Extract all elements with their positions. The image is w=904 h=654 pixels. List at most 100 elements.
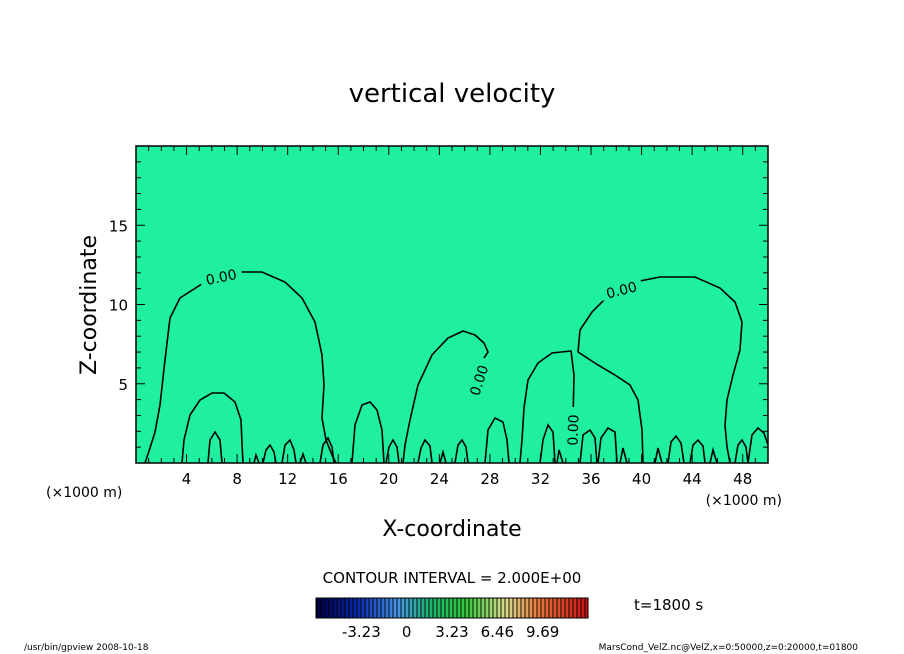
- colorbar-tick-label: 0: [402, 623, 412, 641]
- colorbar-stripe: [384, 598, 387, 618]
- colorbar-stripe: [342, 598, 345, 618]
- colorbar-stripe: [452, 598, 455, 618]
- colorbar-stripe: [474, 598, 477, 618]
- x-axis-unit: (×1000 m): [706, 493, 782, 509]
- footer-left: /usr/bin/gpview 2008-10-18: [24, 643, 149, 653]
- colorbar-stripe: [572, 598, 575, 618]
- colorbar-stripe: [450, 598, 453, 618]
- colorbar-stripe: [486, 598, 489, 618]
- chart-title: vertical velocity: [349, 79, 556, 109]
- colorbar-stripe: [554, 598, 557, 618]
- x-tick-label: 24: [430, 470, 449, 488]
- x-tick-label: 20: [379, 470, 398, 488]
- colorbar-tick-label: 6.46: [481, 623, 514, 641]
- colorbar-stripe: [412, 598, 415, 618]
- colorbar-stripe: [560, 598, 563, 618]
- colorbar-stripe: [388, 598, 391, 618]
- colorbar-stripe: [414, 598, 417, 618]
- colorbar-stripe: [484, 598, 487, 618]
- colorbar-stripe: [350, 598, 353, 618]
- x-tick-label: 36: [581, 470, 600, 488]
- contour-right-inner: [519, 350, 575, 463]
- colorbar-stripe: [466, 598, 469, 618]
- colorbar-stripe: [576, 598, 579, 618]
- colorbar-stripe: [564, 598, 567, 618]
- colorbar-stripe: [378, 598, 381, 618]
- colorbar-stripe: [360, 598, 363, 618]
- colorbar-stripe: [324, 598, 327, 618]
- colorbar-stripe: [340, 598, 343, 618]
- colorbar-stripe: [408, 598, 411, 618]
- colorbar-stripe: [446, 598, 449, 618]
- colorbar-stripe: [434, 598, 437, 618]
- contour-mid-dome: [402, 330, 489, 463]
- colorbar-stripe: [448, 598, 451, 618]
- colorbar-stripe: [364, 598, 367, 618]
- colorbar-stripe: [442, 598, 445, 618]
- colorbar-stripe: [558, 598, 561, 618]
- colorbar-stripe: [478, 598, 481, 618]
- colorbar-stripe: [404, 598, 407, 618]
- colorbar-stripe: [570, 598, 573, 618]
- colorbar-stripe: [526, 598, 529, 618]
- x-axis-title: X-coordinate: [382, 517, 521, 542]
- colorbar-stripe: [322, 598, 325, 618]
- colorbar-stripe: [540, 598, 543, 618]
- colorbar-stripe: [468, 598, 471, 618]
- colorbar-stripe: [438, 598, 441, 618]
- colorbar-stripe: [370, 598, 373, 618]
- colorbar-ticks: -3.23 0 3.23 6.46 9.69: [342, 623, 559, 641]
- colorbar-stripe: [480, 598, 483, 618]
- colorbar-stripe: [430, 598, 433, 618]
- colorbar-stripe: [584, 598, 587, 618]
- y-axis-title: Z-coordinate: [77, 235, 102, 375]
- contour-interval: CONTOUR INTERVAL = 2.000E+00: [323, 569, 582, 587]
- colorbar-stripe: [548, 598, 551, 618]
- colorbar-stripe: [344, 598, 347, 618]
- y-axis-ticks: 5 10 15: [109, 161, 768, 448]
- colorbar-stripe: [354, 598, 357, 618]
- colorbar-stripe: [492, 598, 495, 618]
- colorbar-stripe: [522, 598, 525, 618]
- colorbar-stripe: [394, 598, 397, 618]
- colorbar-stripe: [580, 598, 583, 618]
- colorbar-stripe: [356, 598, 359, 618]
- colorbar-stripe: [578, 598, 581, 618]
- colorbar-stripe: [546, 598, 549, 618]
- colorbar-frame: [315, 597, 589, 619]
- colorbar-stripe: [390, 598, 393, 618]
- x-tick-label: 12: [278, 470, 297, 488]
- colorbar-stripe: [374, 598, 377, 618]
- colorbar-stripe: [536, 598, 539, 618]
- colorbar-stripe: [334, 598, 337, 618]
- contour-connector: [577, 351, 644, 463]
- x-tick-label: 44: [683, 470, 702, 488]
- colorbar-tick-label: -3.23: [342, 623, 381, 641]
- colorbar-stripe: [470, 598, 473, 618]
- colorbar-stripe: [444, 598, 447, 618]
- colorbar-stripe: [500, 598, 503, 618]
- y-tick-label: 10: [109, 297, 128, 315]
- colorbar-stripe: [346, 598, 349, 618]
- colorbar-stripe: [392, 598, 395, 618]
- colorbar-stripe: [396, 598, 399, 618]
- colorbar-stripe: [440, 598, 443, 618]
- colorbar-stripe: [516, 598, 519, 618]
- colorbar-stripe: [328, 598, 331, 618]
- colorbar-stripe: [556, 598, 559, 618]
- colorbar-stripe: [482, 598, 485, 618]
- colorbar-stripe: [348, 598, 351, 618]
- colorbar-stripe: [366, 598, 369, 618]
- colorbar-stripe: [506, 598, 509, 618]
- colorbar-stripe: [436, 598, 439, 618]
- colorbar-stripe: [326, 598, 329, 618]
- colorbar-stripe: [428, 598, 431, 618]
- colorbar-stripe: [552, 598, 555, 618]
- colorbar: [316, 598, 589, 618]
- colorbar-stripe: [426, 598, 429, 618]
- x-tick-label: 32: [531, 470, 550, 488]
- colorbar-stripe: [544, 598, 547, 618]
- colorbar-stripe: [424, 598, 427, 618]
- contour-lines: [144, 271, 768, 463]
